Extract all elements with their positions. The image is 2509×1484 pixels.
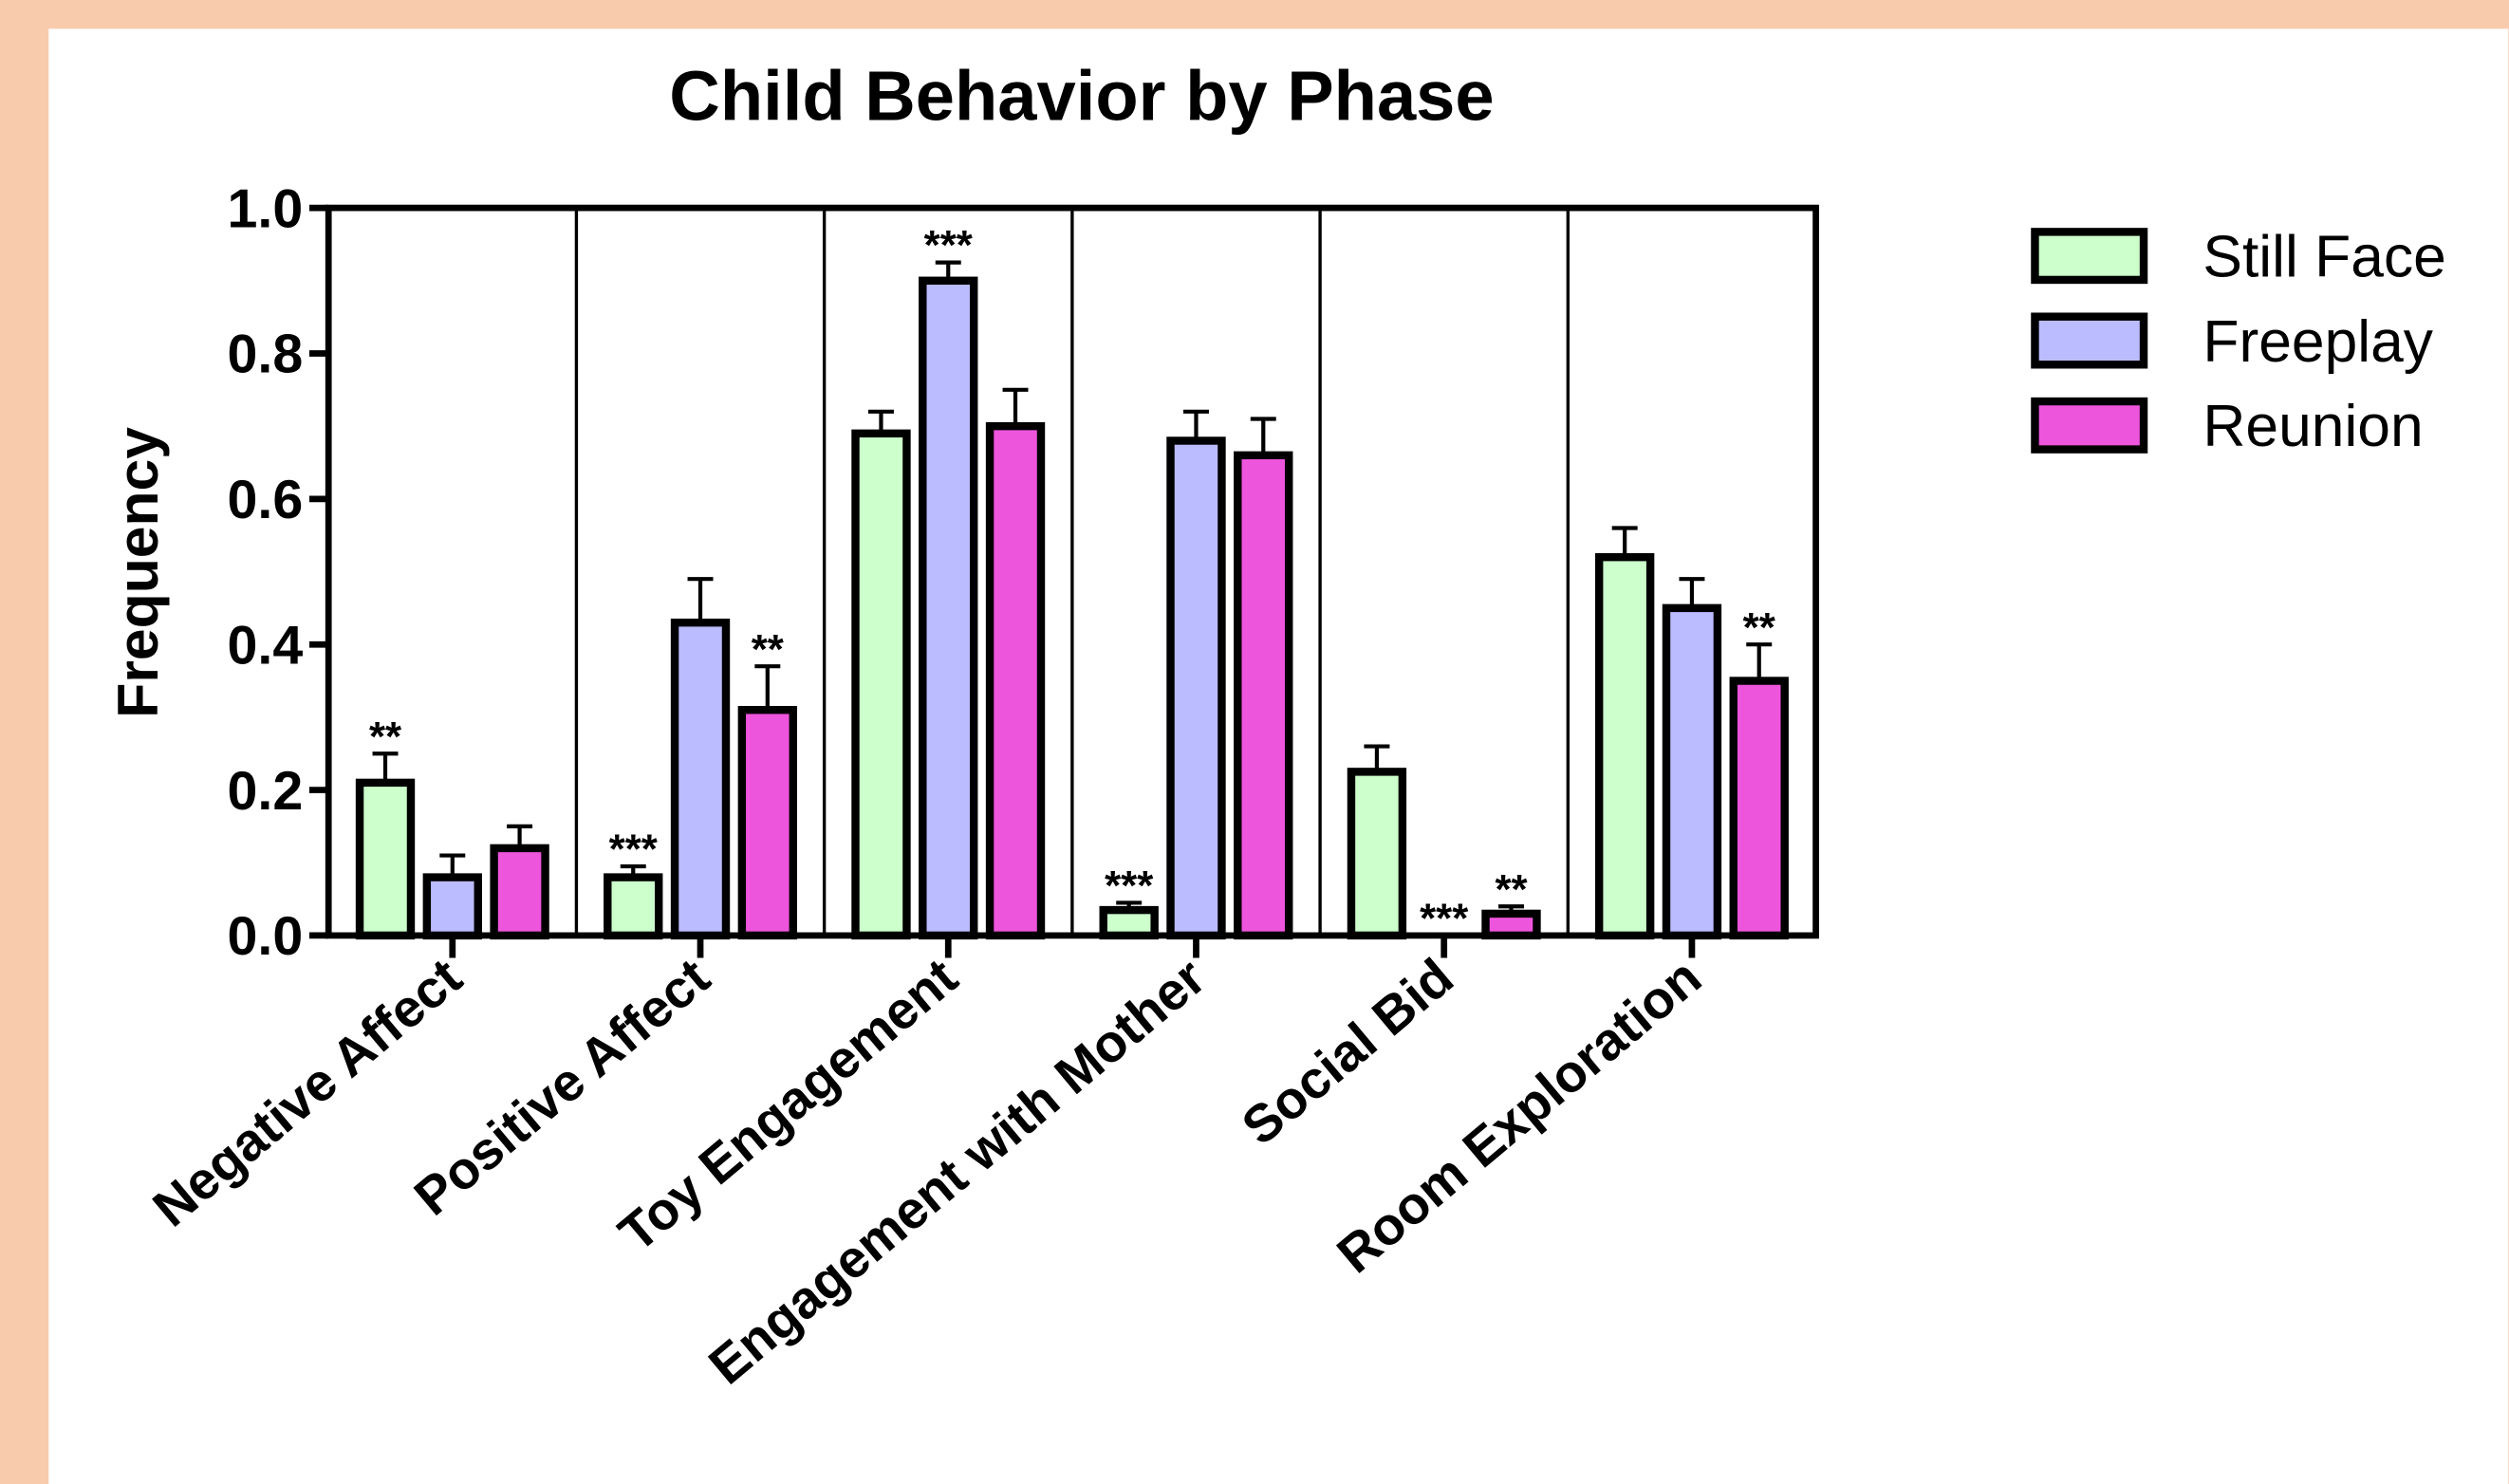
legend-swatch: [2031, 397, 2148, 454]
bar: [670, 618, 731, 940]
bar: [1099, 905, 1159, 940]
legend-label: Freeplay: [2202, 309, 2433, 375]
bar: [490, 844, 549, 940]
y-tick-label: 0.0: [228, 906, 304, 967]
bar: [851, 429, 911, 940]
legend-label: Still Face: [2202, 225, 2445, 290]
y-tick-label: 0.6: [228, 470, 304, 530]
y-tick-label: 0.8: [228, 325, 304, 385]
bar: [422, 873, 482, 940]
significance-label: **: [752, 626, 784, 673]
significance-label: **: [1743, 604, 1775, 651]
bar: [919, 276, 978, 940]
bar: [1729, 677, 1789, 940]
chart-title: Child Behavior by Phase: [669, 56, 1494, 135]
plot-frame: [325, 204, 1819, 939]
y-tick-label: 0.2: [228, 761, 304, 822]
bar: [1347, 768, 1407, 940]
legend-swatch: [2031, 312, 2148, 369]
y-tick-label: 1.0: [228, 178, 304, 239]
significance-label: ***: [1105, 863, 1153, 909]
bar: [1594, 552, 1655, 940]
significance-label: ***: [609, 826, 658, 873]
bar: [604, 873, 663, 940]
bar: [985, 421, 1046, 940]
y-axis-label: Frequency: [105, 427, 170, 718]
bar: [1234, 451, 1293, 940]
bar: [1481, 909, 1541, 940]
significance-label: ***: [924, 222, 973, 269]
significance-label: **: [1495, 866, 1527, 913]
y-tick-label: 0.4: [228, 615, 304, 676]
bar: [1662, 603, 1722, 940]
bar: [355, 778, 416, 940]
significance-label: **: [369, 714, 401, 760]
legend-swatch: [2031, 228, 2148, 285]
bar: [1166, 436, 1226, 940]
legend-label: Reunion: [2202, 394, 2423, 459]
bar: [737, 705, 797, 940]
